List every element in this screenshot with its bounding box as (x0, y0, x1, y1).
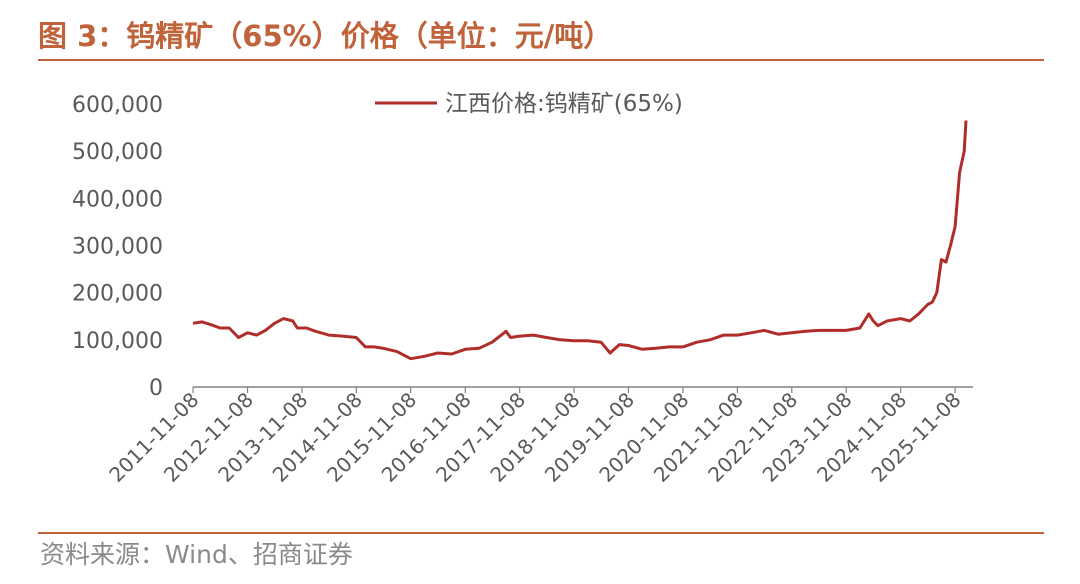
y-tick-label: 500,000 (72, 140, 163, 165)
series-line-jiangxi-tungsten (192, 120, 968, 361)
legend-label: 江西价格:钨精矿(65%) (445, 91, 683, 117)
tungsten-price-chart: 600,000 500,000 400,000 300,000 200,000 100,0… (72, 91, 973, 487)
y-tick-label: 600,000 (72, 93, 163, 118)
footer-divider (38, 532, 1044, 534)
legend: 江西价格:钨精矿(65%) (375, 91, 683, 117)
source-note: 资料来源：Wind、招商证券 (40, 540, 353, 569)
y-tick-label: 100,000 (72, 329, 163, 354)
y-axis-ticks: 600,000 500,000 400,000 300,000 200,000 100,0… (72, 93, 163, 401)
title-divider (38, 59, 1044, 61)
y-tick-label: 200,000 (72, 282, 163, 307)
y-tick-label: 400,000 (72, 187, 163, 212)
y-tick-label: 300,000 (72, 235, 163, 260)
x-axis-ticks: 2011-11-082012-11-082013-11-082014-11-08… (104, 387, 966, 487)
y-tick-label: 0 (149, 376, 163, 401)
page-title: 图 3：钨精矿（65%）价格（单位：元/吨） (38, 19, 613, 53)
